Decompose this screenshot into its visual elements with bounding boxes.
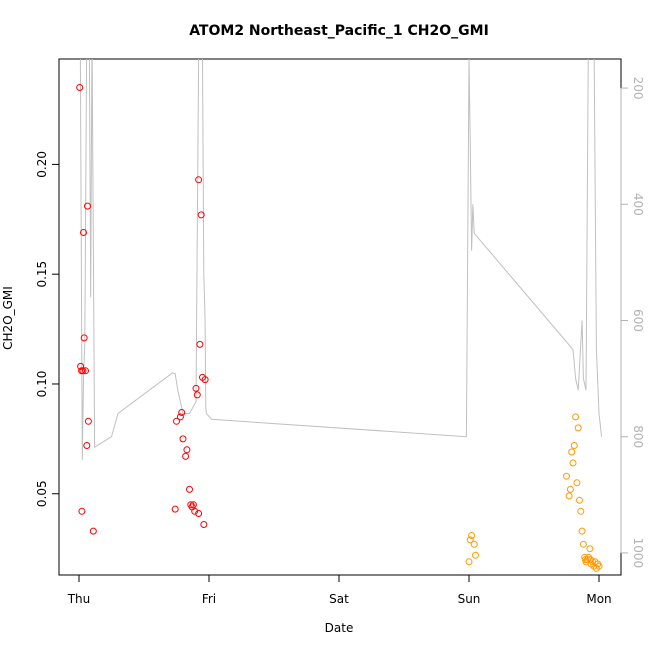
y-tick-label: 0.20 <box>35 151 49 178</box>
data-point <box>83 442 91 449</box>
data-point <box>197 211 205 219</box>
data-point <box>586 545 594 553</box>
data-point <box>176 413 184 421</box>
data-point <box>466 536 474 544</box>
data-point <box>76 84 84 91</box>
data-point <box>173 417 180 425</box>
data-point <box>78 507 86 515</box>
data-point <box>191 507 199 515</box>
data-point <box>570 442 578 449</box>
data-point <box>189 501 197 509</box>
y2-tick-label: 600 <box>631 309 645 332</box>
data-point <box>573 479 581 487</box>
data-point <box>595 562 603 570</box>
pressure-line-layer <box>79 59 603 460</box>
data-point <box>565 492 573 500</box>
data-point <box>581 556 589 564</box>
y2-tick-label: 800 <box>631 425 645 448</box>
data-point <box>577 507 585 515</box>
data-point <box>579 540 587 548</box>
data-point <box>195 176 203 184</box>
data-point <box>80 229 87 236</box>
x-tick-label: Sun <box>458 592 481 606</box>
data-point <box>576 496 583 504</box>
data-point <box>574 424 582 432</box>
data-point <box>472 551 479 559</box>
data-point <box>465 558 473 566</box>
data-point <box>470 540 478 548</box>
y-tick-label: 0.05 <box>35 480 49 507</box>
data-point <box>179 435 187 443</box>
x-tick-label: Mon <box>586 592 611 606</box>
x-tick-label: Thu <box>67 592 91 606</box>
x-tick-label: Fri <box>202 592 216 606</box>
data-point <box>84 202 91 210</box>
y-tick-label: 0.10 <box>35 371 49 398</box>
data-point <box>82 367 89 375</box>
data-point <box>186 485 193 493</box>
pressure-line <box>79 59 603 460</box>
data-points-layer <box>76 84 603 572</box>
y-tick-label: 0.15 <box>35 261 49 288</box>
x-axis-label: Date <box>325 621 354 635</box>
data-point <box>563 472 570 480</box>
data-point <box>192 384 200 392</box>
data-point <box>84 417 92 425</box>
data-point <box>572 413 580 421</box>
axes-layer: Thu Fri Sat Sun Mon 0.05 0.10 0.15 0.20 200 400 600… <box>35 77 645 606</box>
x-tick-label: Sat <box>329 592 349 606</box>
data-point <box>89 527 97 535</box>
y2-tick-label: 1000 <box>631 538 645 569</box>
data-point <box>183 446 191 454</box>
data-point <box>200 521 208 528</box>
data-point <box>178 409 186 416</box>
data-point <box>193 391 201 399</box>
data-point <box>468 532 476 539</box>
data-point <box>587 556 594 564</box>
data-point <box>80 334 88 342</box>
data-point <box>568 448 576 456</box>
data-point <box>182 452 190 460</box>
data-point <box>201 376 209 384</box>
data-point <box>195 510 203 517</box>
y-axis-label: CH2O_GMI <box>1 286 15 350</box>
y2-tick-label: 400 <box>631 193 645 216</box>
data-point <box>569 459 577 467</box>
data-point <box>566 485 574 493</box>
chart-title: ATOM2 Northeast_Pacific_1 CH2O_GMI <box>189 23 489 39</box>
data-point <box>79 367 87 375</box>
data-point <box>171 505 179 513</box>
data-point <box>196 340 204 348</box>
y2-tick-label: 200 <box>631 77 645 100</box>
data-point <box>578 527 586 535</box>
